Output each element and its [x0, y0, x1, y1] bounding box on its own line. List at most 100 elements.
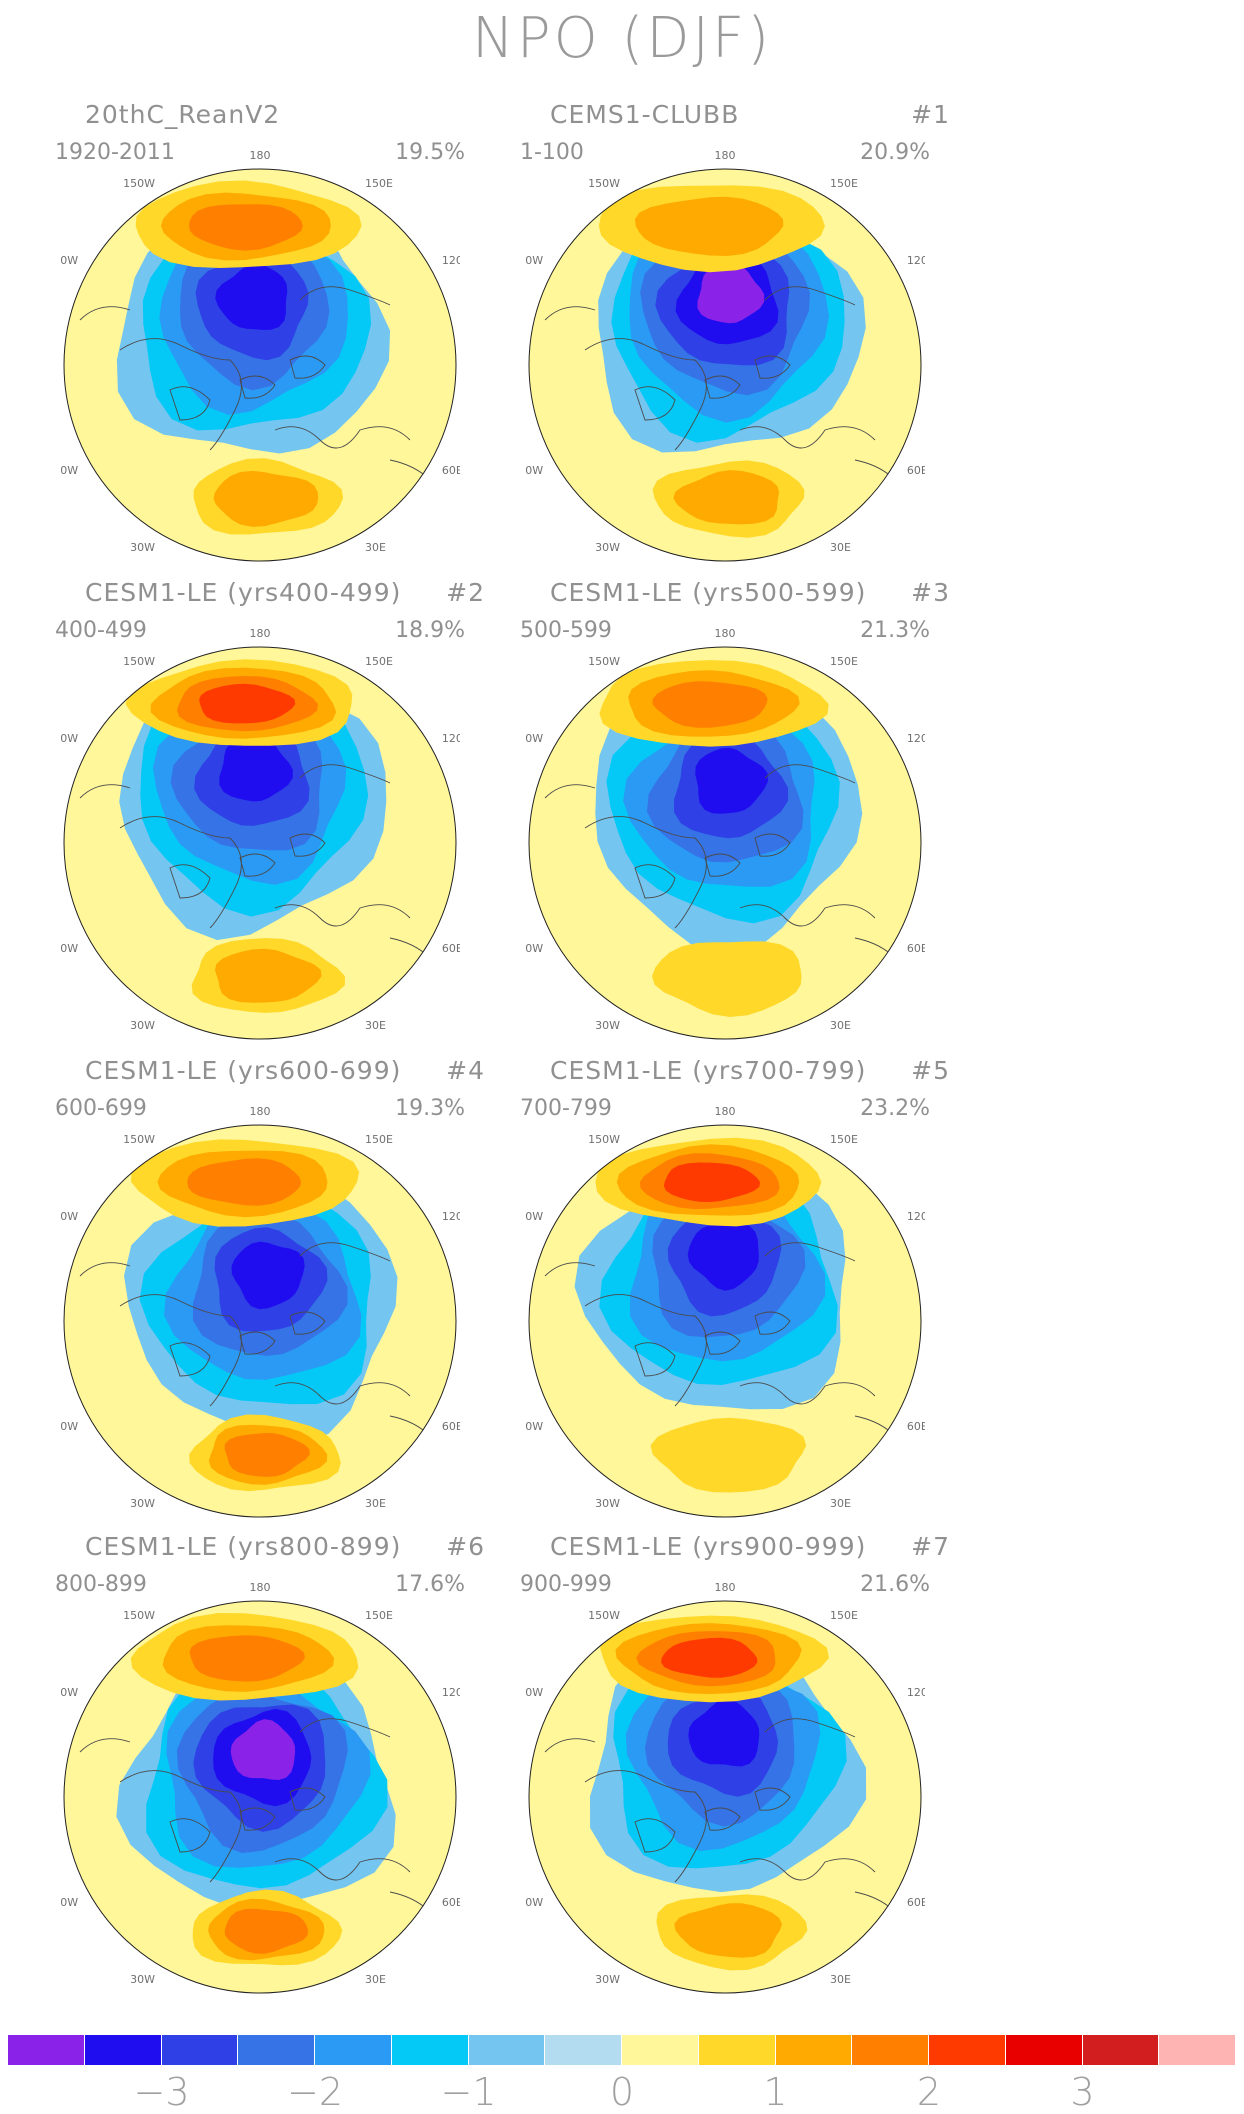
longitude-label: 30E [365, 1019, 386, 1032]
panel-title: CESM1-LE (yrs500-599) [550, 578, 867, 607]
longitude-label: 60W [525, 942, 543, 955]
coastline [544, 1262, 596, 1277]
coastline [289, 1311, 326, 1335]
polar-map: 180150E120E90E60E30E030W60W90W120W150W [525, 627, 925, 1048]
longitude-label: 30E [830, 1019, 851, 1032]
longitude-label: 0 [722, 1047, 729, 1048]
coastline [739, 1858, 876, 1881]
longitude-label: 30E [830, 541, 851, 554]
coastline [119, 1770, 242, 1883]
map-panel: 20thC_ReanV21920-201119.5%180150E120E90E… [25, 100, 495, 570]
longitude-label: 30E [365, 1497, 386, 1510]
longitude-label: 0 [722, 1525, 729, 1526]
longitude-label: 120E [907, 1686, 925, 1699]
map-boundary [63, 1600, 457, 1994]
colorbar-tick-label: 3 [1070, 2070, 1095, 2114]
field-contours [64, 169, 456, 561]
negative-contour [219, 736, 293, 802]
coastline [169, 1342, 211, 1377]
polar-map: 180150E120E90E60E30E030W60W90W120W150W [60, 1105, 460, 1526]
longitude-label: 120E [907, 254, 925, 267]
colorbar-tick-label: −1 [440, 2070, 497, 2114]
coastline [169, 386, 211, 421]
coastline [584, 816, 707, 929]
longitude-label: 180 [715, 149, 736, 162]
panel-number: #5 [911, 1056, 950, 1085]
polar-map: 180150E120E90E60E30E030W60W90W120W150W [525, 1105, 925, 1526]
longitude-label: 30W [595, 1973, 620, 1986]
map-panel: CESM1-LE (yrs600-699) #4 600-699 19.3% 180 15… [25, 1056, 495, 1526]
longitude-label: 180 [250, 627, 271, 640]
coastline [274, 1382, 411, 1405]
coastline [239, 375, 276, 399]
longitude-label: 0 [722, 569, 729, 570]
field-contours [529, 1125, 921, 1517]
longitude-label: 120E [907, 1210, 925, 1223]
longitude-label: 60E [907, 1420, 925, 1433]
longitude-label: 150E [830, 1133, 858, 1146]
panel-period: 600-699 [55, 1096, 147, 1121]
map-boundary [528, 1124, 922, 1518]
longitude-label: 120E [907, 732, 925, 745]
map-boundary [528, 646, 922, 1040]
coastline [169, 864, 211, 899]
panel-variance-percent: 18.9% [395, 618, 465, 643]
map-panel: CESM1-LE (yrs500-599) #3 500-599 21.3% 180 15… [490, 578, 960, 1048]
coastline [289, 355, 326, 379]
coastline [704, 1807, 741, 1831]
positive-contour [188, 204, 303, 251]
panel-period: 900-999 [520, 1572, 612, 1597]
longitude-label: 60W [60, 942, 78, 955]
polar-map: 180150E120E90E60E30E030W60W90W120W150W [525, 149, 925, 570]
longitude-label: 120W [525, 1686, 543, 1699]
longitude-label: 60W [525, 1896, 543, 1909]
field-contours [529, 1601, 921, 1993]
longitude-label: 30W [130, 1019, 155, 1032]
negative-contour [231, 1241, 305, 1310]
coastline [239, 1331, 276, 1355]
panel-variance-percent: 20.9% [860, 140, 930, 165]
map-panel: CESM1-LE (yrs900-999) #7 900-999 21.6% 180 15… [490, 1532, 960, 2002]
panel-number: #1 [911, 100, 950, 129]
panel-title: CESM1-LE (yrs900-999) [550, 1532, 867, 1561]
coastline [274, 426, 411, 449]
longitude-label: 60E [442, 464, 460, 477]
longitude-label: 150E [365, 1609, 393, 1622]
colorbar-swatch [391, 2035, 469, 2065]
longitude-label: 180 [715, 1581, 736, 1594]
panel-variance-percent: 19.5% [395, 140, 465, 165]
coastline [79, 1738, 131, 1753]
panel-variance-percent: 17.6% [395, 1572, 465, 1597]
positive-contour [661, 1637, 758, 1678]
coastline [299, 1242, 391, 1262]
longitude-label: 60E [442, 1420, 460, 1433]
coastline [704, 853, 741, 877]
field-contours [64, 1125, 456, 1517]
longitude-label: 60E [442, 942, 460, 955]
positive-contour [652, 941, 802, 1017]
coastline [544, 306, 596, 321]
longitude-label: 60W [525, 464, 543, 477]
longitude-label: 150W [123, 655, 155, 668]
coastline [584, 338, 707, 451]
panel-variance-percent: 21.3% [860, 618, 930, 643]
longitude-label: 150W [588, 655, 620, 668]
coastline [754, 355, 791, 379]
colorbar-tick-label: 2 [916, 2070, 942, 2114]
longitude-label: 30W [130, 541, 155, 554]
map-boundary [63, 646, 457, 1040]
longitude-label: 120E [442, 1686, 460, 1699]
negative-contour [695, 747, 768, 814]
coastline [119, 816, 242, 929]
longitude-label: 0 [257, 1047, 264, 1048]
longitude-label: 30W [595, 1497, 620, 1510]
coastline [739, 904, 876, 927]
colorbar-swatch [1005, 2035, 1083, 2065]
coastline [274, 1858, 411, 1881]
negative-contour [697, 264, 765, 324]
map-panel: CESM1-LE (yrs700-799) #5 700-799 23.2% 180 15… [490, 1056, 960, 1526]
longitude-label: 0 [257, 1525, 264, 1526]
colorbar-swatch [315, 2035, 392, 2065]
longitude-label: 30W [595, 1019, 620, 1032]
colorbar-swatch [929, 2035, 1006, 2065]
